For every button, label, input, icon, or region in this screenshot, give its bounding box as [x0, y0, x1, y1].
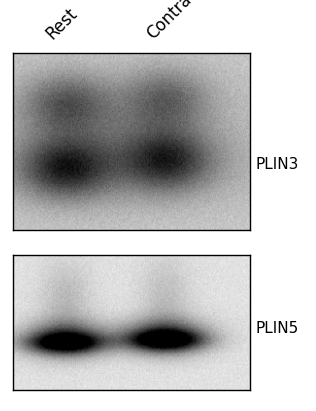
Text: PLIN3: PLIN3 — [256, 157, 299, 172]
Text: Contracted: Contracted — [144, 0, 222, 43]
Text: PLIN5: PLIN5 — [256, 321, 299, 336]
Text: Rest: Rest — [43, 5, 81, 43]
